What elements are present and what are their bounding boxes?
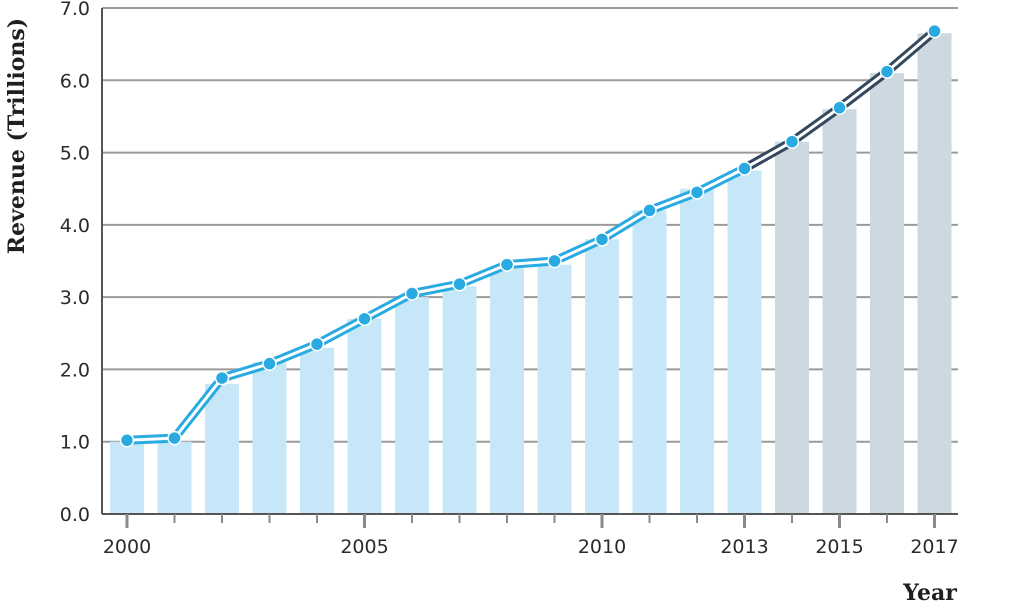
bar xyxy=(822,109,857,514)
data-point xyxy=(594,232,610,247)
y-tick-label: 5.0 xyxy=(60,143,90,165)
bar xyxy=(585,239,619,515)
axes xyxy=(101,8,958,528)
y-tick-label: 6.0 xyxy=(60,70,90,92)
y-tick-label: 4.0 xyxy=(60,215,90,237)
bar xyxy=(632,210,667,514)
bar xyxy=(537,264,572,514)
data-point xyxy=(167,430,182,446)
y-axis-title: Revenue (Trillions) xyxy=(4,18,30,254)
x-tick-label: 2010 xyxy=(578,536,626,558)
bar xyxy=(157,441,192,514)
data-point xyxy=(642,203,657,218)
x-axis-title: Year xyxy=(902,580,957,606)
bars xyxy=(110,33,952,515)
bar xyxy=(870,73,904,515)
data-point xyxy=(309,336,325,352)
data-point xyxy=(452,276,467,292)
data-point xyxy=(119,433,135,448)
bar xyxy=(110,441,144,514)
y-tick-label: 3.0 xyxy=(60,287,90,309)
data-point xyxy=(737,161,752,176)
bar xyxy=(347,318,382,514)
x-tick-label: 2000 xyxy=(103,536,151,558)
data-point xyxy=(404,286,420,301)
line-actual-inner xyxy=(125,166,746,442)
y-tick-label: 1.0 xyxy=(60,432,90,454)
data-point xyxy=(357,311,372,327)
data-point xyxy=(784,134,800,149)
x-tick-label: 2013 xyxy=(720,536,768,558)
x-tick-label: 2005 xyxy=(340,536,388,558)
data-point xyxy=(547,253,562,269)
bar xyxy=(727,170,762,514)
data-point xyxy=(879,64,895,79)
data-point xyxy=(262,356,277,371)
data-points xyxy=(119,23,942,448)
y-tick-label: 0.0 xyxy=(60,504,90,526)
bar xyxy=(300,347,334,514)
y-tick-label: 7.0 xyxy=(60,0,90,20)
data-point xyxy=(832,100,847,116)
data-point xyxy=(499,257,515,272)
y-tick-labels: 0.0 1.0 2.0 3.0 4.0 5.0 6.0 7.0 xyxy=(60,0,90,526)
revenue-line xyxy=(122,26,939,445)
bar xyxy=(442,286,477,514)
bar xyxy=(490,268,524,514)
bar xyxy=(917,33,952,515)
bar xyxy=(252,362,287,514)
bar xyxy=(775,141,809,514)
bar xyxy=(680,188,714,514)
data-point xyxy=(214,370,230,386)
data-point xyxy=(689,185,705,200)
bar xyxy=(205,383,239,514)
x-tick-label: 2015 xyxy=(815,536,863,558)
y-tick-label: 2.0 xyxy=(60,359,90,381)
bar xyxy=(395,297,429,514)
x-tick-label: 2017 xyxy=(910,536,958,558)
x-tick-labels: 2000 2005 2010 2013 2015 2017 xyxy=(103,536,959,558)
data-point xyxy=(927,23,942,39)
